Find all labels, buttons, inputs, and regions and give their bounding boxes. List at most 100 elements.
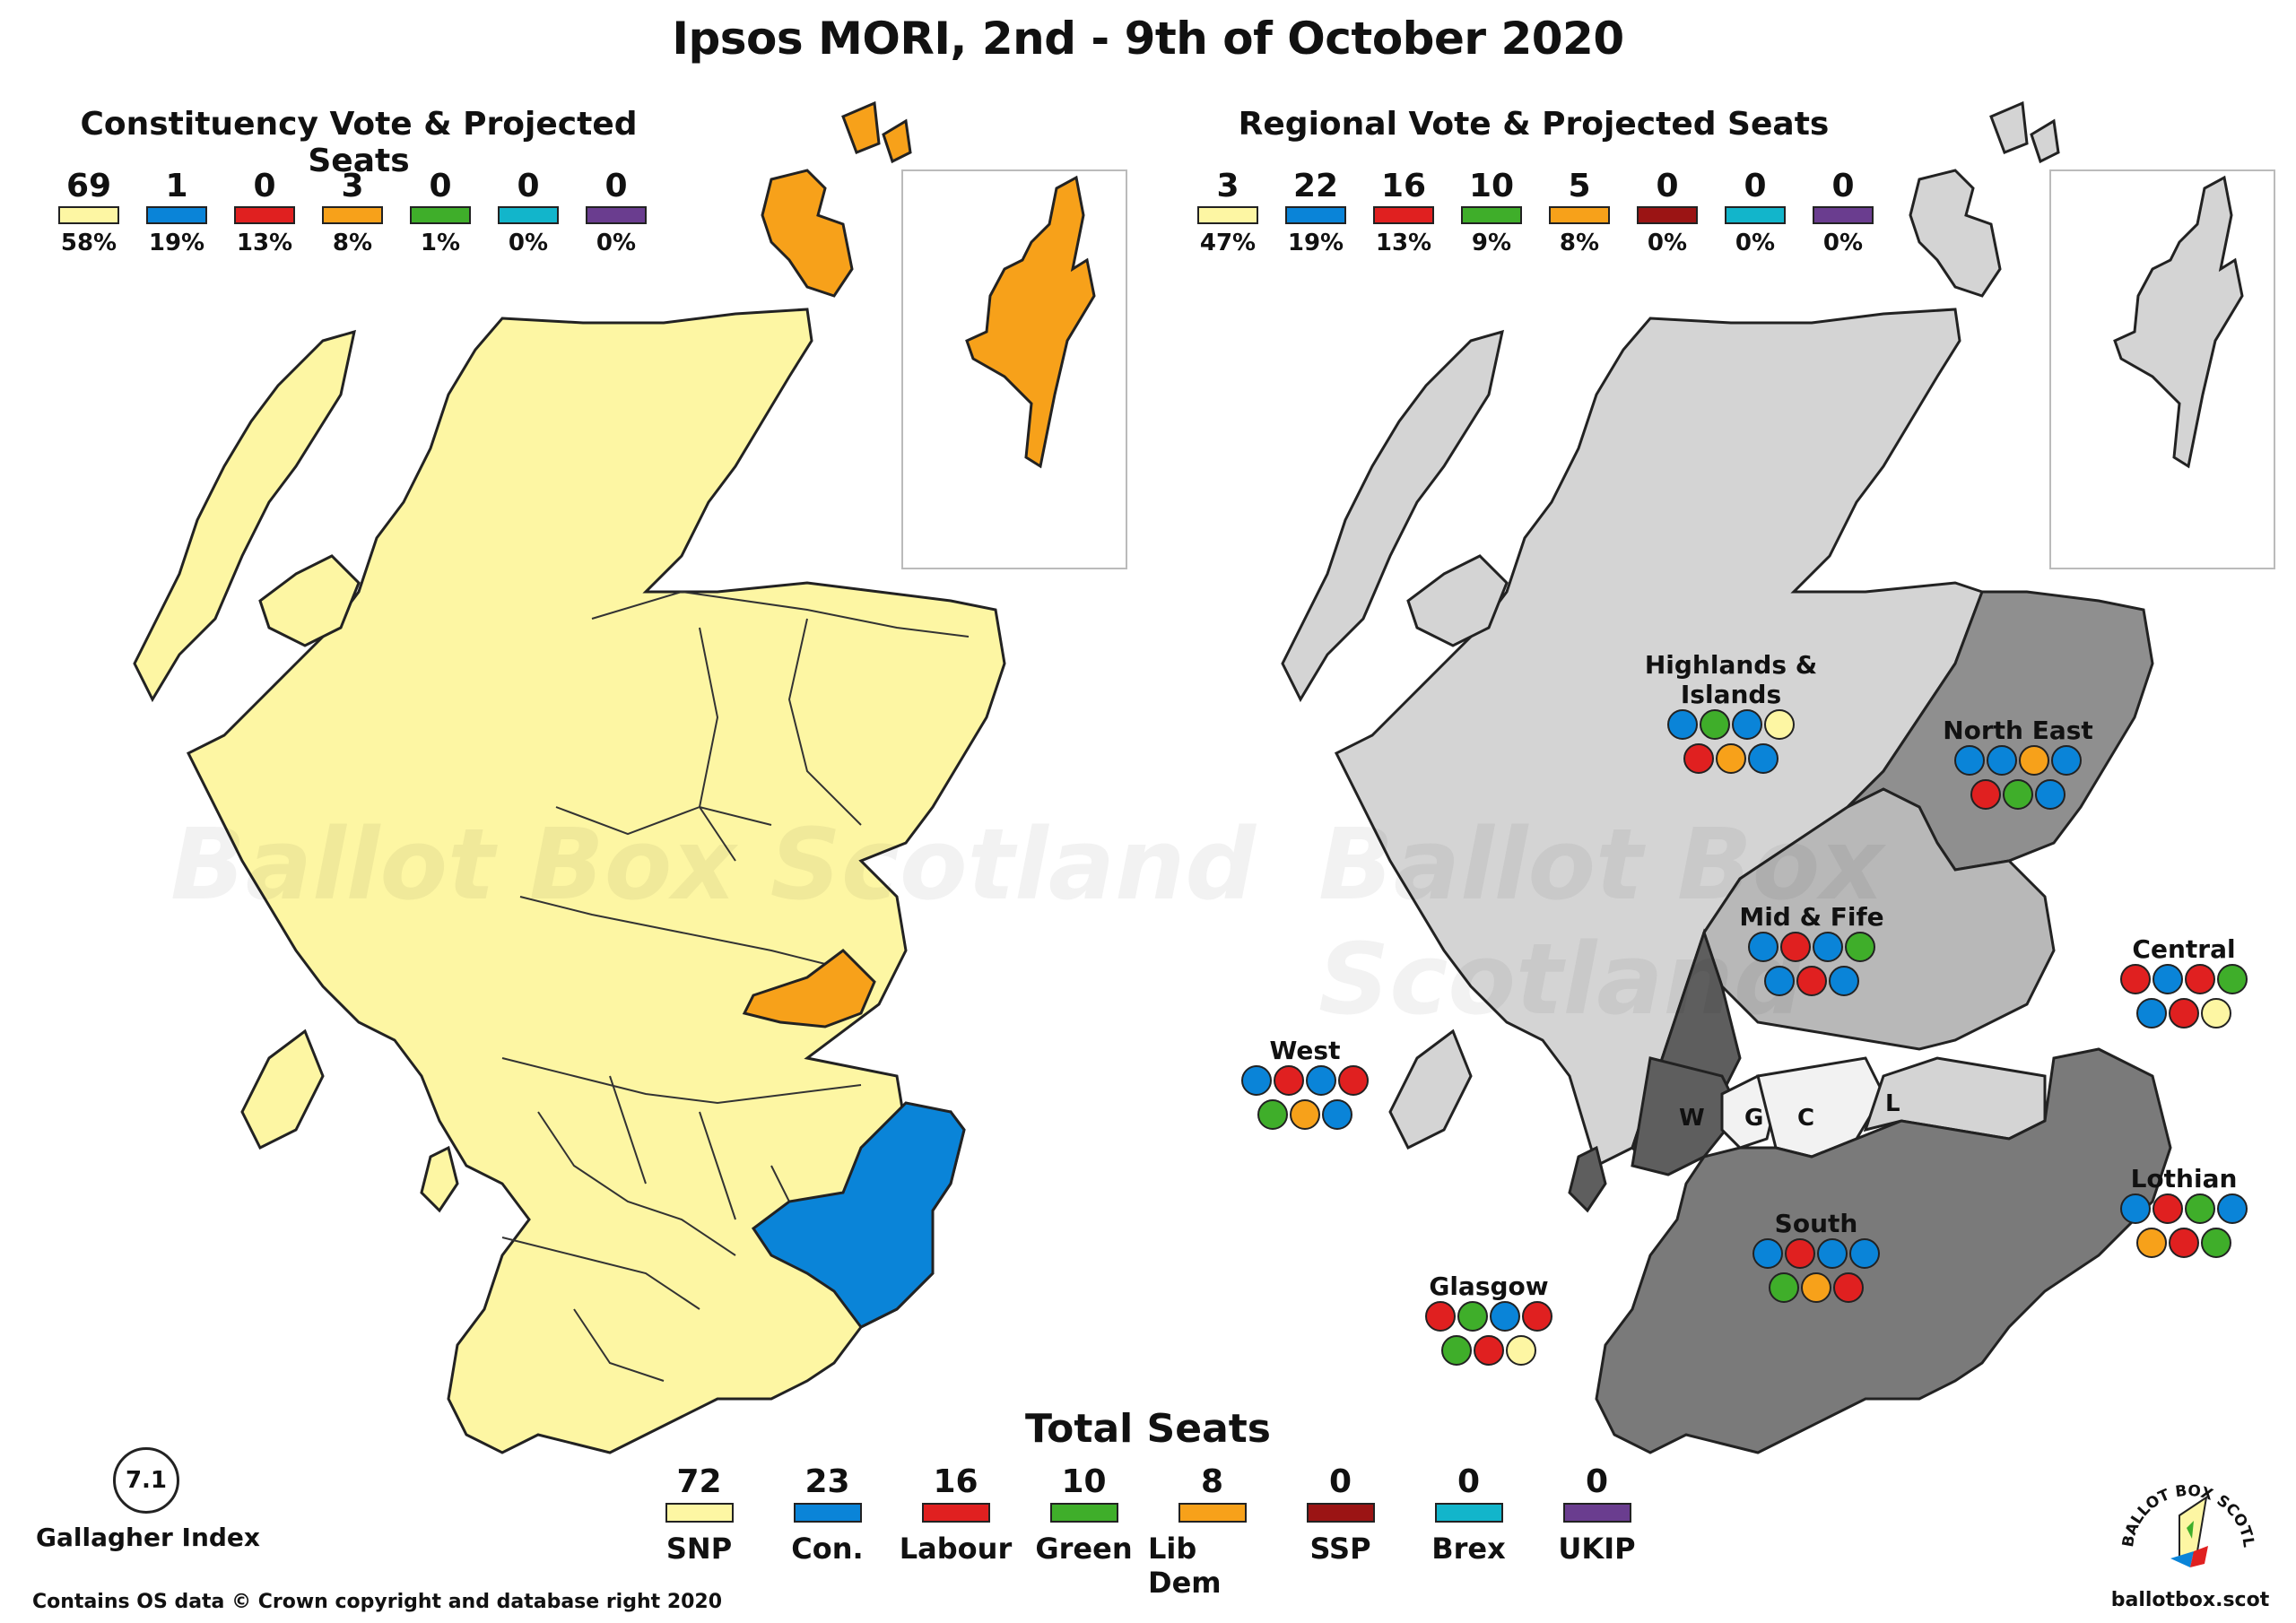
region-label: Lothian bbox=[2130, 1164, 2238, 1193]
regional-heading: Regional Vote & Projected Seats bbox=[1238, 106, 1830, 143]
regional-legend-swatch bbox=[1197, 206, 1258, 224]
regional-legend-seats: 0 bbox=[1744, 168, 1767, 204]
seat-dot bbox=[1780, 932, 1811, 962]
total-heading: Total Seats bbox=[1025, 1406, 1271, 1452]
seat-dot bbox=[1732, 709, 1762, 740]
constituency-map bbox=[133, 100, 1127, 1454]
seat-dot bbox=[1748, 932, 1779, 962]
seat-dot bbox=[1441, 1335, 1472, 1366]
seat-dot-row bbox=[1970, 779, 2066, 810]
total-party-name: Con. bbox=[791, 1532, 864, 1566]
seat-dot bbox=[1290, 1099, 1320, 1130]
constituency-legend-pct: 0% bbox=[508, 230, 549, 256]
seat-dot bbox=[1833, 1272, 1864, 1303]
regional-legend-pct: 19% bbox=[1287, 230, 1344, 256]
regional-legend-pct: 0% bbox=[1647, 230, 1688, 256]
total-party-swatch bbox=[921, 1503, 990, 1523]
seat-dot bbox=[2201, 998, 2231, 1028]
seat-dot bbox=[1764, 709, 1795, 740]
seat-dot bbox=[1769, 1272, 1799, 1303]
seat-dot bbox=[2185, 964, 2215, 994]
regional-legend-item: 10 9% bbox=[1448, 167, 1535, 256]
south-region bbox=[1595, 1047, 2172, 1454]
constituency-legend-swatch bbox=[410, 206, 471, 224]
regional-legend-swatch bbox=[1725, 206, 1786, 224]
regional-legend: 3 47% 22 19% 16 13% 10 9% 5 8% 0 0% 0 0% 0 0% bbox=[1184, 167, 1887, 256]
seat-dot-row bbox=[1441, 1335, 1536, 1366]
total-legend: 72 SNP 23 Con. 16 Labour 10 Green 8 Lib Dem 0 SSP 0 B… bbox=[635, 1462, 1661, 1600]
seat-dot bbox=[1522, 1301, 1552, 1332]
western-isles bbox=[1281, 329, 1504, 703]
ne-fife-libdem bbox=[742, 949, 876, 1028]
constituency-heading: Constituency Vote & Projected Seats bbox=[80, 106, 638, 179]
constituency-legend-seats: 1 bbox=[165, 168, 188, 204]
total-party-swatch bbox=[665, 1503, 734, 1523]
map-letter-west: W bbox=[1679, 1105, 1705, 1132]
seat-dot-row bbox=[1748, 932, 1875, 962]
seat-dot bbox=[1849, 1238, 1880, 1269]
borders-con bbox=[751, 1101, 966, 1329]
region-seat-dots bbox=[1928, 745, 2108, 810]
constituency-legend: 69 58% 1 19% 0 13% 3 8% 0 1% 0 0% 0 0% bbox=[45, 167, 660, 256]
skye bbox=[258, 554, 361, 647]
skye bbox=[1406, 554, 1509, 647]
seat-dot bbox=[1817, 1238, 1848, 1269]
seat-dot bbox=[1845, 932, 1875, 962]
region-label: Mid & Fife bbox=[1739, 902, 1884, 932]
total-party-item: 16 Labour bbox=[891, 1462, 1020, 1600]
regional-legend-swatch bbox=[1461, 206, 1522, 224]
seat-dot bbox=[1801, 1272, 1831, 1303]
constituency-legend-item: 0 0% bbox=[572, 167, 660, 256]
region-seat-dots bbox=[2094, 964, 2274, 1028]
regional-legend-pct: 8% bbox=[1559, 230, 1600, 256]
jura-islay bbox=[240, 1028, 325, 1150]
seat-dot bbox=[2120, 964, 2151, 994]
seat-dot bbox=[1490, 1301, 1520, 1332]
regional-legend-item: 0 0% bbox=[1711, 167, 1799, 256]
seat-dot bbox=[1241, 1065, 1272, 1096]
total-party-name: SSP bbox=[1309, 1532, 1371, 1566]
seat-dot bbox=[1322, 1099, 1352, 1130]
seat-dot bbox=[2152, 964, 2183, 994]
seat-dot-row bbox=[1764, 966, 1859, 996]
total-party-name: Labour bbox=[899, 1532, 1013, 1566]
seat-dot bbox=[1987, 745, 2017, 776]
watermark: Ballot Box Scotland bbox=[170, 807, 1257, 922]
gallagher-label: Gallagher Index bbox=[36, 1523, 260, 1552]
region-seat-dots bbox=[1722, 932, 1901, 996]
regional-legend-pct: 0% bbox=[1822, 230, 1864, 256]
regional-legend-swatch bbox=[1285, 206, 1346, 224]
total-party-item: 0 SSP bbox=[1276, 1462, 1405, 1600]
regional-legend-seats: 10 bbox=[1468, 168, 1515, 204]
regional-legend-swatch bbox=[1637, 206, 1698, 224]
gallagher-value: 7.1 bbox=[113, 1447, 179, 1514]
region-label: North East bbox=[1943, 716, 2093, 745]
total-party-swatch bbox=[1434, 1503, 1503, 1523]
seat-dot bbox=[1667, 709, 1698, 740]
region-seat-dots bbox=[1215, 1065, 1395, 1130]
seat-dot-row bbox=[1683, 743, 1779, 774]
shetland-region bbox=[965, 175, 1096, 469]
total-party-seats: 16 bbox=[933, 1463, 978, 1500]
region-west: West bbox=[1215, 1036, 1395, 1130]
constituency-legend-seats: 0 bbox=[517, 168, 540, 204]
seat-dot bbox=[2136, 998, 2167, 1028]
constituency-legend-pct: 0% bbox=[596, 230, 637, 256]
region-seat-dots bbox=[2094, 1193, 2274, 1258]
seat-dot bbox=[2152, 1193, 2183, 1224]
mainland-snp bbox=[186, 308, 1006, 1454]
constituency-legend-swatch bbox=[234, 206, 295, 224]
regional-legend-seats: 5 bbox=[1568, 168, 1591, 204]
logo-url: ballotbox.scot bbox=[2110, 1589, 2270, 1611]
constituency-legend-pct: 58% bbox=[60, 230, 117, 256]
region-label: Highlands & Islands bbox=[1644, 650, 1818, 709]
regional-legend-seats: 16 bbox=[1380, 168, 1427, 204]
seat-dot bbox=[1457, 1301, 1488, 1332]
regional-legend-item: 3 47% bbox=[1184, 167, 1272, 256]
seat-dot bbox=[2019, 745, 2049, 776]
seat-dot bbox=[2003, 779, 2033, 810]
total-party-seats: 72 bbox=[676, 1463, 722, 1500]
region-highlands-islands: Highlands & Islands bbox=[1641, 650, 1821, 774]
regional-legend-swatch bbox=[1373, 206, 1434, 224]
region-label: West bbox=[1269, 1036, 1341, 1065]
